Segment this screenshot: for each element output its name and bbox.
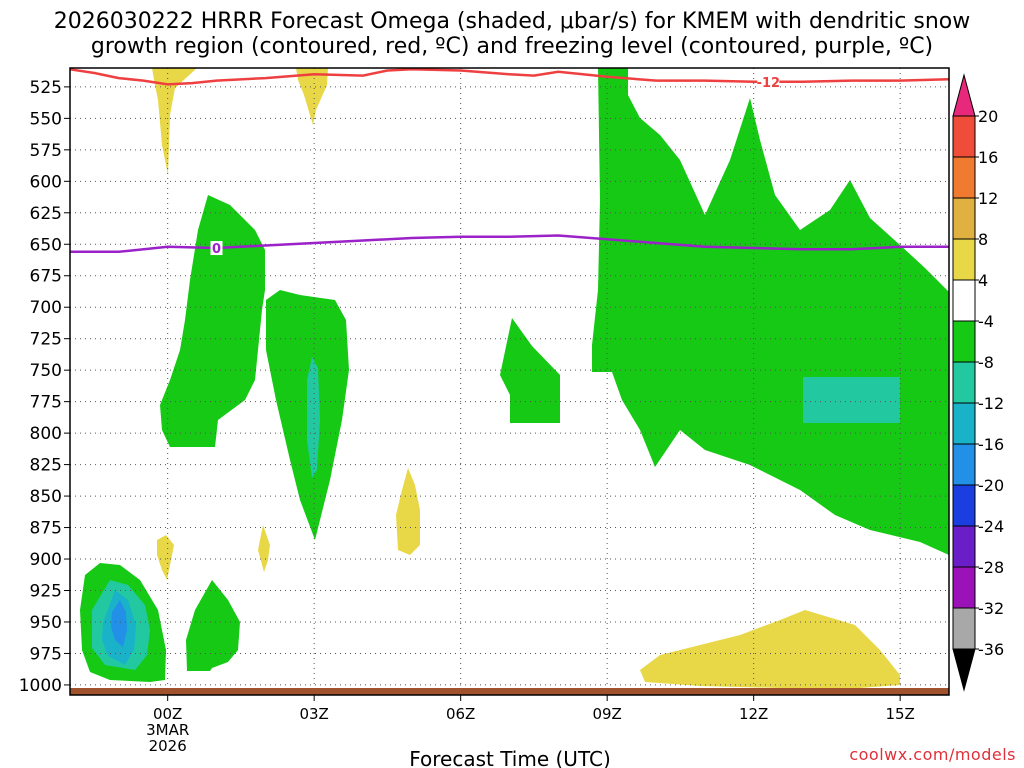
freezing-contour-label: 0 bbox=[212, 242, 221, 257]
y-tick-label: 925 bbox=[30, 582, 62, 602]
colorbar-label: 12 bbox=[978, 189, 998, 208]
x-tick-label: 09Z bbox=[592, 705, 621, 723]
colorbar-cell bbox=[952, 156, 976, 199]
chart-title-line1: 2026030222 HRRR Forecast Omega (shaded, … bbox=[54, 9, 970, 34]
chart-title-line2: growth region (contoured, red, ºC) and f… bbox=[91, 34, 933, 59]
colorbar-label: 4 bbox=[978, 271, 988, 290]
colorbar-cell bbox=[952, 443, 976, 486]
yellow-region bbox=[157, 535, 174, 580]
x-tick-year: 2026 bbox=[149, 737, 187, 755]
colorbar-cell bbox=[952, 484, 976, 527]
colorbar: 20 16 12 8 4 -4 -8 -12 -16 -20 -24 -28 -32 -36 bbox=[952, 73, 1004, 692]
freezing-contour-label-group: 0 bbox=[210, 241, 223, 257]
green-region bbox=[186, 580, 240, 671]
green-region bbox=[160, 195, 265, 447]
y-tick-label: 550 bbox=[30, 109, 62, 129]
colorbar-label: -8 bbox=[978, 353, 994, 372]
colorbar-label: -4 bbox=[978, 312, 994, 331]
x-tick-label: 03Z bbox=[299, 705, 328, 723]
colorbar-cell bbox=[952, 115, 976, 158]
x-tick-label: 12Z bbox=[739, 705, 768, 723]
colorbar-label: 20 bbox=[978, 107, 998, 126]
yellow-region bbox=[296, 68, 328, 125]
colorbar-label: -36 bbox=[978, 640, 1004, 659]
colorbar-label: 16 bbox=[978, 148, 998, 167]
colorbar-label: -32 bbox=[978, 599, 1004, 618]
colorbar-label: 8 bbox=[978, 230, 988, 249]
freezing-contour-label-bg bbox=[210, 241, 223, 256]
plot-area: -12 0 bbox=[69, 67, 950, 696]
y-tick-label: 900 bbox=[30, 550, 62, 570]
y-axis-ticks: 525 550 575 600 625 650 675 700 725 750 775 800 825 8… bbox=[19, 78, 70, 696]
colorbar-label: -28 bbox=[978, 558, 1004, 577]
y-tick-label: 875 bbox=[30, 519, 62, 539]
surface-band bbox=[70, 688, 949, 695]
colorbar-cell bbox=[952, 361, 976, 404]
dgz-contour-label-group: -12 bbox=[757, 74, 781, 91]
y-tick-label: 725 bbox=[30, 330, 62, 350]
y-tick-label: 675 bbox=[30, 267, 62, 287]
y-tick-label: 975 bbox=[30, 644, 62, 664]
x-tick-label: 15Z bbox=[885, 705, 914, 723]
y-tick-label: 850 bbox=[30, 487, 62, 507]
teal-region bbox=[803, 377, 900, 423]
x-tick-label: 00Z bbox=[153, 705, 182, 723]
colorbar-cell bbox=[952, 607, 976, 650]
dgz-contour-label: -12 bbox=[757, 76, 781, 91]
y-tick-label: 650 bbox=[30, 235, 62, 255]
colorbar-cell bbox=[952, 566, 976, 609]
colorbar-cell bbox=[952, 279, 976, 322]
yellow-region bbox=[640, 610, 900, 688]
y-tick-label: 825 bbox=[30, 456, 62, 476]
x-tick-date: 3MAR bbox=[146, 721, 189, 739]
colorbar-cell bbox=[952, 320, 976, 363]
plot-border bbox=[69, 67, 950, 696]
y-tick-label: 800 bbox=[30, 424, 62, 444]
yellow-region bbox=[258, 525, 270, 572]
blue-region bbox=[111, 600, 127, 647]
colorbar-cell bbox=[952, 525, 976, 568]
yellow-region bbox=[396, 468, 420, 555]
teal-region bbox=[307, 357, 320, 478]
green-region bbox=[592, 68, 949, 555]
y-tick-label: 700 bbox=[30, 298, 62, 318]
colorbar-label: -16 bbox=[978, 435, 1004, 454]
dgz-contour-label-bg bbox=[757, 74, 780, 89]
y-tick-label: 775 bbox=[30, 393, 62, 413]
y-tick-label: 575 bbox=[30, 141, 62, 161]
colorbar-label: -20 bbox=[978, 476, 1004, 495]
colorbar-cell bbox=[952, 238, 976, 281]
omega-shading bbox=[80, 68, 949, 688]
y-tick-label: 750 bbox=[30, 361, 62, 381]
colorbar-label: -24 bbox=[978, 517, 1004, 536]
colorbar-cell-top bbox=[952, 73, 976, 117]
x-tick-label: 06Z bbox=[446, 705, 475, 723]
colorbar-cell bbox=[952, 402, 976, 445]
y-tick-label: 625 bbox=[30, 204, 62, 224]
x-axis-label: Forecast Time (UTC) bbox=[409, 747, 611, 768]
colorbar-label: -12 bbox=[978, 394, 1004, 413]
colorbar-cell bbox=[952, 197, 976, 240]
yellow-region bbox=[152, 68, 197, 175]
colorbar-cell-bottom bbox=[952, 648, 976, 692]
y-tick-label: 600 bbox=[30, 172, 62, 192]
y-tick-label: 1000 bbox=[19, 676, 62, 696]
y-tick-label: 950 bbox=[30, 613, 62, 633]
credit-link[interactable]: coolwx.com/models bbox=[849, 745, 1016, 764]
y-tick-label: 525 bbox=[30, 78, 62, 98]
